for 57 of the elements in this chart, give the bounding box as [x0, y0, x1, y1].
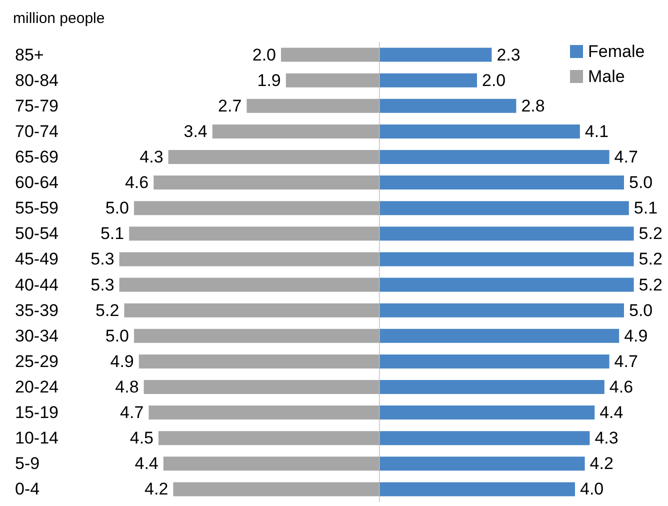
data-label: 4.3 [140, 148, 164, 166]
data-label: 5.0 [105, 326, 129, 346]
y-tick-label: 40-44 [15, 275, 58, 294]
data-label: 2.0 [482, 70, 506, 90]
data-label: 5.2 [638, 275, 662, 294]
data-label: 4.3 [594, 428, 618, 448]
data-label: 4.8 [115, 378, 139, 396]
y-tick-label: 15-19 [15, 403, 58, 422]
y-tick-label: 55-59 [15, 198, 58, 218]
data-label: 3.4 [184, 122, 208, 141]
data-label: 4.4 [600, 403, 624, 422]
data-label: 2.0 [252, 45, 276, 64]
data-label: 4.1 [584, 122, 609, 141]
data-label: 5.1 [634, 198, 658, 218]
y-tick-label: 45-49 [15, 250, 58, 269]
data-label: 2.7 [218, 96, 242, 116]
y-tick-label: 10-14 [15, 428, 58, 448]
data-label: 4.0 [580, 480, 604, 499]
data-label: 4.4 [134, 454, 158, 474]
data-label: 4.6 [609, 378, 634, 396]
legend-label: Female [588, 42, 645, 61]
data-label: 1.9 [257, 70, 281, 90]
data-label: 4.5 [130, 428, 154, 448]
y-tick-label: 50-54 [15, 224, 58, 244]
y-tick-label: 20-24 [15, 378, 58, 396]
data-label: 2.3 [496, 45, 520, 64]
data-label: 4.6 [124, 173, 149, 192]
y-tick-label: 5-9 [15, 454, 40, 474]
x-axis-title: million people [13, 10, 105, 27]
data-label: 5.0 [629, 300, 653, 320]
y-tick-label: 85+ [15, 45, 44, 64]
y-tick-label: 70-74 [15, 122, 58, 141]
y-tick-label: 25-29 [15, 352, 58, 371]
data-label: 5.1 [100, 224, 124, 244]
y-tick-label: 35-39 [15, 300, 58, 320]
data-label: 4.7 [614, 148, 638, 166]
y-tick-label: 75-79 [15, 96, 58, 116]
y-tick-label: 60-64 [15, 173, 58, 192]
data-label: 5.3 [90, 250, 114, 269]
y-tick-label: 30-34 [15, 326, 58, 346]
data-label: 4.2 [590, 454, 614, 474]
y-tick-label: 65-69 [15, 148, 58, 166]
data-label: 5.0 [105, 198, 129, 218]
data-label: 5.3 [90, 275, 114, 294]
data-label: 2.8 [521, 96, 545, 116]
data-label: 4.2 [144, 480, 168, 499]
data-label: 4.9 [624, 326, 648, 346]
data-label: 4.9 [110, 352, 134, 371]
data-label: 4.7 [120, 403, 144, 422]
y-tick-label: 0-4 [15, 480, 40, 499]
legend-label: Male [588, 67, 625, 86]
data-label: 5.2 [638, 250, 662, 269]
data-label: 5.2 [96, 300, 120, 320]
y-tick-label: 80-84 [15, 70, 58, 90]
data-label: 5.2 [638, 224, 662, 244]
data-label: 4.7 [614, 352, 638, 371]
data-label: 5.0 [629, 173, 653, 192]
